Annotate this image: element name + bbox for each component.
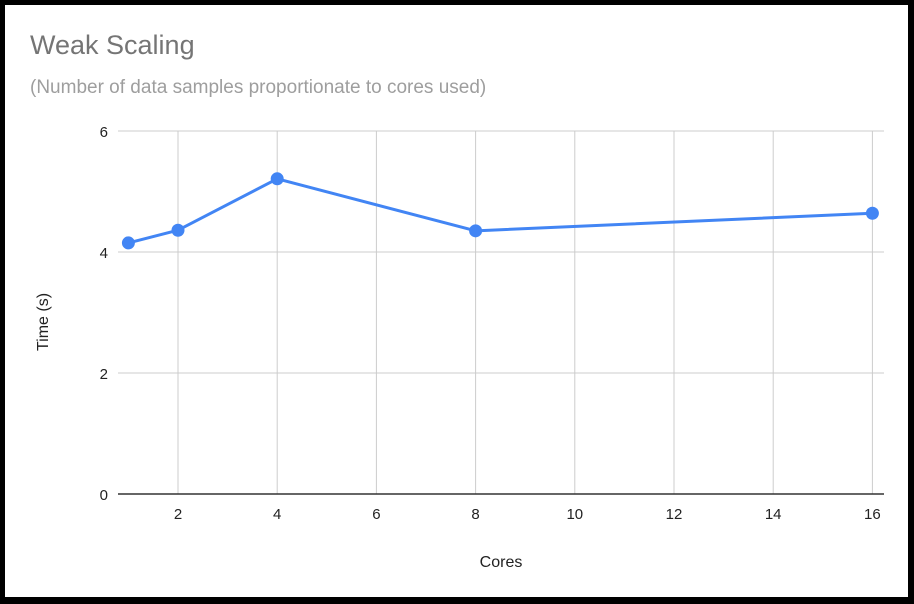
y-axis-title: Time (s): [35, 293, 52, 351]
x-tick-label: 2: [174, 506, 182, 523]
data-point[interactable]: [865, 206, 879, 220]
x-axis-title: Cores: [480, 554, 523, 571]
gridlines: [118, 130, 884, 494]
y-axis-ticks: 0 2 4 6: [100, 124, 108, 504]
chart-subtitle: (Number of data samples proportionate to…: [30, 77, 487, 98]
x-tick-label: 12: [666, 506, 683, 523]
y-tick-label: 6: [100, 124, 108, 141]
data-point[interactable]: [171, 223, 185, 237]
y-tick-label: 4: [100, 245, 108, 262]
y-tick-label: 0: [100, 487, 108, 504]
data-point[interactable]: [270, 172, 284, 186]
x-tick-label: 10: [566, 506, 583, 523]
x-tick-label: 14: [765, 506, 782, 523]
data-point[interactable]: [121, 236, 135, 250]
chart-frame: [5, 5, 908, 597]
y-tick-label: 2: [100, 366, 108, 383]
series-line: [128, 177, 873, 245]
x-tick-label: 16: [864, 506, 881, 523]
data-point[interactable]: [469, 224, 483, 238]
x-tick-label: 6: [372, 506, 380, 523]
data-series: [121, 172, 879, 250]
x-axis-ticks: 2 4 6 8 10 12 14 16: [174, 506, 881, 523]
x-tick-label: 4: [273, 506, 281, 523]
chart-title: Weak Scaling: [30, 30, 195, 60]
x-tick-label: 8: [471, 506, 479, 523]
